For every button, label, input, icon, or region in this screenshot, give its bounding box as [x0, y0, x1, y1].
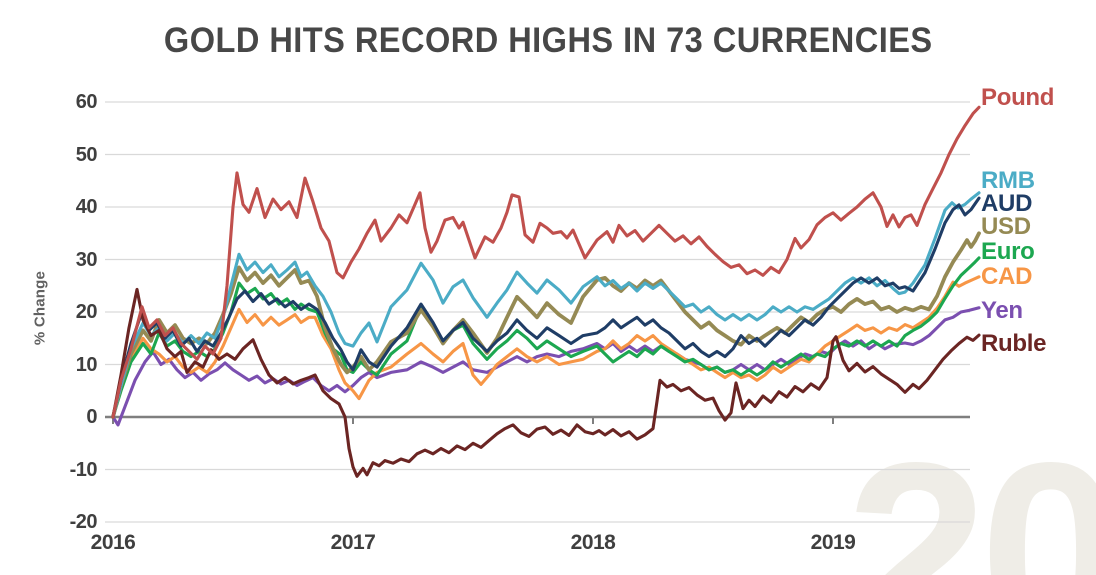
- series-line-usd: [111, 231, 981, 419]
- watermark-text: 20: [846, 410, 1096, 575]
- series-line-cad: [111, 275, 981, 419]
- series-line-rmb: [111, 191, 981, 419]
- series-line-yen: [111, 306, 981, 427]
- series-line-ruble: [111, 287, 981, 478]
- series-line-euro: [111, 256, 981, 419]
- series-line-pound: [111, 105, 981, 419]
- series-line-aud: [111, 196, 981, 419]
